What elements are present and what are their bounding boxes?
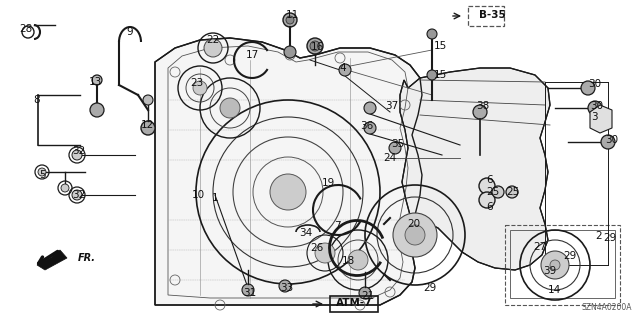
Text: 33: 33 (280, 283, 294, 293)
Bar (510, 230, 615, 298)
Text: 16: 16 (310, 42, 324, 52)
Circle shape (581, 81, 595, 95)
Text: 28: 28 (19, 24, 33, 34)
Circle shape (492, 186, 504, 198)
Text: 19: 19 (321, 178, 335, 188)
Circle shape (479, 178, 495, 194)
Text: 3: 3 (591, 112, 597, 122)
Text: 21: 21 (362, 291, 374, 301)
Circle shape (193, 81, 207, 95)
Circle shape (393, 213, 437, 257)
Circle shape (283, 13, 297, 27)
Circle shape (550, 260, 560, 270)
Text: 10: 10 (191, 190, 205, 200)
Text: FR.: FR. (78, 253, 96, 263)
Text: 38: 38 (476, 101, 490, 111)
Text: 22: 22 (206, 35, 220, 45)
Circle shape (506, 186, 518, 198)
Circle shape (307, 38, 323, 54)
Text: 4: 4 (340, 63, 346, 73)
Circle shape (143, 95, 153, 105)
Text: 6: 6 (486, 175, 493, 185)
Text: 37: 37 (385, 101, 399, 111)
Circle shape (242, 284, 254, 296)
Text: 26: 26 (310, 243, 324, 253)
Bar (505, 225, 620, 305)
Text: 25: 25 (506, 187, 520, 197)
Circle shape (364, 102, 376, 114)
Circle shape (310, 41, 320, 51)
Circle shape (279, 280, 291, 292)
Text: 11: 11 (285, 10, 299, 20)
Circle shape (348, 250, 368, 270)
Polygon shape (37, 250, 67, 270)
Circle shape (389, 142, 401, 154)
Text: ATM-7: ATM-7 (336, 298, 372, 308)
Polygon shape (590, 105, 612, 133)
Text: 25: 25 (486, 187, 500, 197)
Circle shape (38, 168, 46, 176)
Text: 13: 13 (88, 77, 102, 87)
Circle shape (427, 70, 437, 80)
Circle shape (141, 121, 155, 135)
Circle shape (92, 75, 102, 85)
Text: B-35: B-35 (479, 10, 506, 20)
Text: 7: 7 (333, 221, 340, 231)
Text: 23: 23 (190, 78, 204, 88)
Text: 1: 1 (212, 193, 218, 203)
Text: SZN4A0200A: SZN4A0200A (582, 303, 632, 312)
Circle shape (359, 287, 371, 299)
Bar (330, 296, 378, 312)
Text: 20: 20 (408, 219, 420, 229)
Text: 17: 17 (245, 50, 259, 60)
Text: 5: 5 (38, 170, 45, 180)
Circle shape (284, 46, 296, 58)
Text: 29: 29 (563, 251, 577, 261)
Circle shape (364, 122, 376, 134)
Text: 15: 15 (433, 70, 447, 80)
Circle shape (339, 64, 351, 76)
Circle shape (72, 150, 82, 160)
Circle shape (541, 251, 569, 279)
Circle shape (204, 39, 222, 57)
Circle shape (90, 103, 104, 117)
Text: 29: 29 (424, 283, 436, 293)
Text: 29: 29 (604, 233, 616, 243)
Bar (468, 6, 504, 26)
Text: 39: 39 (543, 266, 557, 276)
Text: 31: 31 (243, 288, 257, 298)
Text: 32: 32 (72, 146, 86, 156)
Text: 18: 18 (341, 256, 355, 266)
Text: 6: 6 (486, 202, 493, 212)
Text: 30: 30 (588, 79, 602, 89)
Circle shape (61, 184, 69, 192)
Text: 30: 30 (605, 135, 619, 145)
Text: 35: 35 (392, 139, 404, 149)
Circle shape (286, 16, 294, 24)
Circle shape (220, 98, 240, 118)
Circle shape (588, 101, 602, 115)
Text: 12: 12 (140, 120, 154, 130)
Text: 36: 36 (360, 121, 374, 131)
Circle shape (405, 225, 425, 245)
Circle shape (315, 243, 335, 263)
Text: 14: 14 (547, 285, 561, 295)
Circle shape (479, 192, 495, 208)
Text: 9: 9 (127, 27, 133, 37)
Text: 27: 27 (533, 242, 547, 252)
Text: 32: 32 (72, 190, 86, 200)
Text: 34: 34 (300, 228, 312, 238)
Text: 24: 24 (383, 153, 397, 163)
Circle shape (601, 135, 615, 149)
Text: 15: 15 (433, 41, 447, 51)
Polygon shape (155, 38, 422, 305)
Text: 30: 30 (591, 101, 604, 111)
Circle shape (270, 174, 306, 210)
Text: 2: 2 (596, 231, 602, 241)
Circle shape (427, 29, 437, 39)
Circle shape (473, 105, 487, 119)
Polygon shape (400, 68, 550, 270)
Text: 8: 8 (34, 95, 40, 105)
Circle shape (72, 190, 82, 200)
